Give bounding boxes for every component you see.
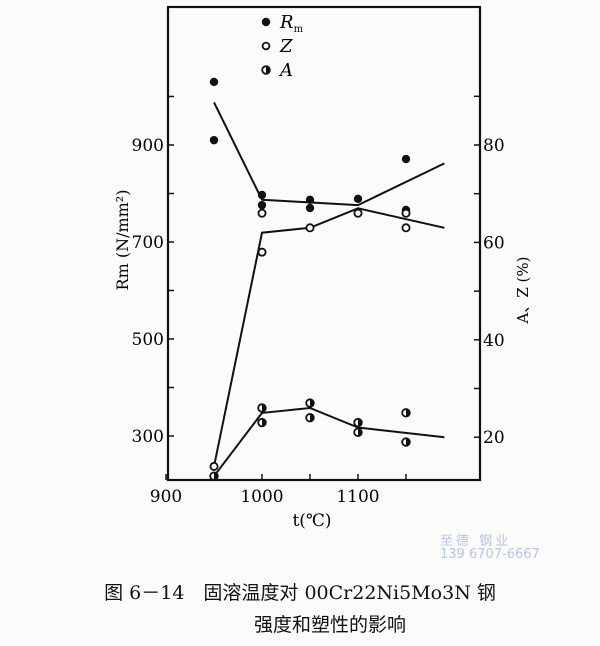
data-points (209, 77, 411, 481)
watermark-company: 至德 钢业 (440, 534, 512, 549)
point-z (401, 208, 411, 218)
point-a (305, 413, 315, 423)
point-a (401, 437, 411, 447)
y-left-tick-label: 300 (132, 427, 164, 447)
legend-label: Rm (279, 12, 304, 35)
point-a (401, 408, 411, 418)
point-a (257, 417, 267, 428)
fit-line-a (213, 406, 445, 477)
legend-label: A (278, 60, 293, 81)
legend-label: Z (279, 36, 293, 57)
fit-line-rm (213, 101, 445, 207)
x-tick-label: 900 (150, 487, 182, 507)
figure-caption-line1: 图 6－14 固溶温度对 00Cr22Ni5Mo3N 钢 (104, 582, 496, 604)
point-z (401, 223, 411, 233)
point-rm (209, 135, 219, 145)
point-z (257, 208, 267, 218)
point-z (305, 223, 315, 233)
y-right-tick-label: 80 (483, 136, 505, 156)
y-left-tick-label: 900 (132, 136, 164, 156)
y-right-axis-label: A、Z (%) (514, 257, 532, 325)
point-rm (209, 77, 219, 87)
legend-marker-z (261, 41, 271, 51)
x-tick-label: 1000 (240, 487, 283, 507)
x-axis-label: t(℃) (292, 511, 331, 531)
y-left-tick-label: 500 (132, 330, 164, 350)
point-z (209, 461, 219, 471)
point-a (353, 417, 363, 428)
x-tick-label: 1100 (336, 487, 379, 507)
fit-line-z (213, 207, 445, 467)
point-a (353, 427, 363, 438)
point-a (305, 398, 315, 408)
point-rm (305, 203, 315, 213)
watermark-phone: 139 6707-6667 (440, 547, 540, 562)
y-left-axis-label: Rm (N/mm²) (113, 190, 132, 291)
legend-marker-rm (261, 17, 271, 27)
y-right-tick-label: 60 (483, 233, 505, 253)
point-rm (257, 190, 267, 200)
plot-border (166, 5, 482, 482)
legend-marker-a (261, 65, 271, 75)
point-z (353, 208, 363, 218)
y-right-tick-label: 40 (483, 331, 505, 351)
point-rm (257, 200, 267, 210)
point-a (257, 403, 267, 413)
point-z (257, 247, 267, 257)
point-rm (305, 195, 315, 205)
point-rm (353, 194, 363, 204)
y-right-tick-label: 20 (483, 428, 505, 448)
point-rm (401, 154, 411, 164)
figure-caption-line2: 强度和塑性的影响 (253, 614, 406, 636)
y-left-tick-label: 700 (132, 233, 164, 253)
plot-frame (166, 5, 482, 482)
point-a (209, 471, 219, 481)
